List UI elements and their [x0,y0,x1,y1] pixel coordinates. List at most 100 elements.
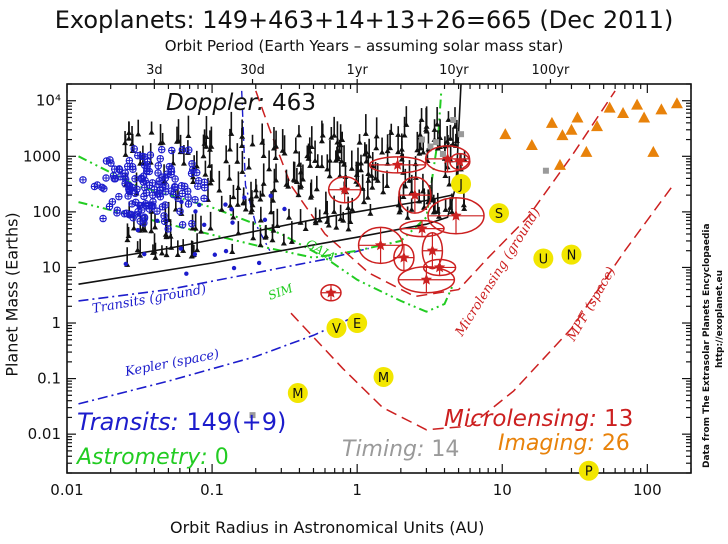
doppler-planet-head [257,217,264,223]
doppler-planet-head [307,162,314,168]
doppler-planet-head [356,139,363,145]
transit-planet-dot [136,204,142,209]
transit-planet [195,176,203,185]
x-tick-label: 0.01 [50,481,83,499]
transit-planet [130,145,138,153]
doppler-planet-head [249,141,256,147]
transit-planet [102,174,110,182]
solar-system-planet-label: P [585,465,593,480]
doppler-planet-head [312,218,319,224]
doppler-planet-head [319,132,326,138]
doppler-planet-head [194,247,201,253]
doppler-planet-head [162,217,169,223]
doppler-planet-head [365,170,372,176]
doppler-planet-head [272,155,279,161]
transits-name: Transits: [77,408,179,436]
timing-count: 14 [431,437,460,462]
microlensing-count: 13 [604,406,634,432]
doppler-planet-head [269,237,276,243]
solar-system-planet [347,313,368,334]
doppler-planet-head [453,138,460,144]
imaging-planet [571,111,584,123]
transit-planet [156,154,165,163]
doppler-planet-head [396,209,403,215]
transit-planet [126,185,134,194]
doppler-planet-head [316,217,323,223]
doppler-planet-head [295,132,302,138]
doppler-count: 463 [272,90,316,116]
doppler-planet-head [208,176,215,182]
transit-planet [115,192,123,201]
timing-name: Timing: [342,437,425,462]
transit-planet [154,162,163,170]
transit-planet [139,178,148,186]
doppler-planet-head [305,155,312,161]
transit-planet [79,176,87,184]
doppler-planet-head [340,217,347,223]
doppler-limit-curve [78,194,453,264]
transit-planet [177,182,186,190]
doppler-planet-head [447,204,454,210]
doppler-planet-head [125,233,132,239]
transit-planet [161,174,170,182]
transit-planet [123,162,132,171]
transit-planet-dot [184,271,189,276]
doppler-planet-head [227,202,234,208]
doppler-planet-head [189,225,196,231]
imaging-count: 26 [601,431,630,456]
imaging-planet [603,101,616,113]
doppler-planet-head [398,146,405,152]
doppler-planet-head [207,180,214,186]
doppler-planet-head [406,177,413,183]
credit-block: Data from The Extrasolar Planets Encyclo… [700,198,728,478]
solar-system-planet [287,383,308,404]
doppler-planet-head [270,197,277,203]
transit-planet [163,170,171,178]
kepler-limit-curve [78,317,351,405]
doppler-planet-head [461,205,468,211]
imaging-label: Imaging: 26 [498,431,630,456]
doppler-planet-head [163,252,170,258]
transit-planet [160,217,169,226]
doppler-planet-head [403,121,410,127]
top-period-label: 1yr [347,63,369,78]
microlensing-planet [416,222,428,234]
doppler-planet-head [434,208,441,214]
timing-planet [542,167,549,174]
doppler-planet-head [373,145,380,151]
doppler-planet-head [238,143,245,149]
transit-planet [184,200,193,208]
solar-system-planet [533,248,554,269]
doppler-planet-head [447,135,454,141]
doppler-planet-head [450,140,457,146]
doppler-planet-head [295,192,302,198]
doppler-planet-head [387,145,394,151]
transit-planet [176,207,184,216]
doppler-planet-head [226,146,233,152]
x-tick-label: 100 [633,481,662,499]
imaging-planet [647,145,660,157]
timing-planet [458,131,465,138]
microlensing-planet [426,244,439,256]
imaging-planet [565,123,578,135]
transit-planet-dot [142,251,147,257]
doppler-planet-head [434,121,441,127]
transit-planet [158,203,167,211]
doppler-planet-head [260,180,267,186]
transit-planet [174,194,182,203]
microlensing-planet [374,239,387,251]
transit-planet-dot [223,202,228,207]
doppler-planet-head [135,131,142,137]
doppler-planet-head [288,238,295,244]
doppler-planet-head [364,194,371,200]
y-tick-label: 10 [42,258,61,276]
transit-planet-dot [202,222,207,227]
kepler-label: Kepler (space) [123,347,221,380]
doppler-planet-head [203,133,210,139]
transit-planet-dot [242,195,247,200]
doppler-planet-head [245,164,252,170]
doppler-planet-head [124,237,131,243]
top-period-label: 10yr [439,63,469,78]
transit-planet [149,198,157,206]
transit-planet [132,198,140,207]
